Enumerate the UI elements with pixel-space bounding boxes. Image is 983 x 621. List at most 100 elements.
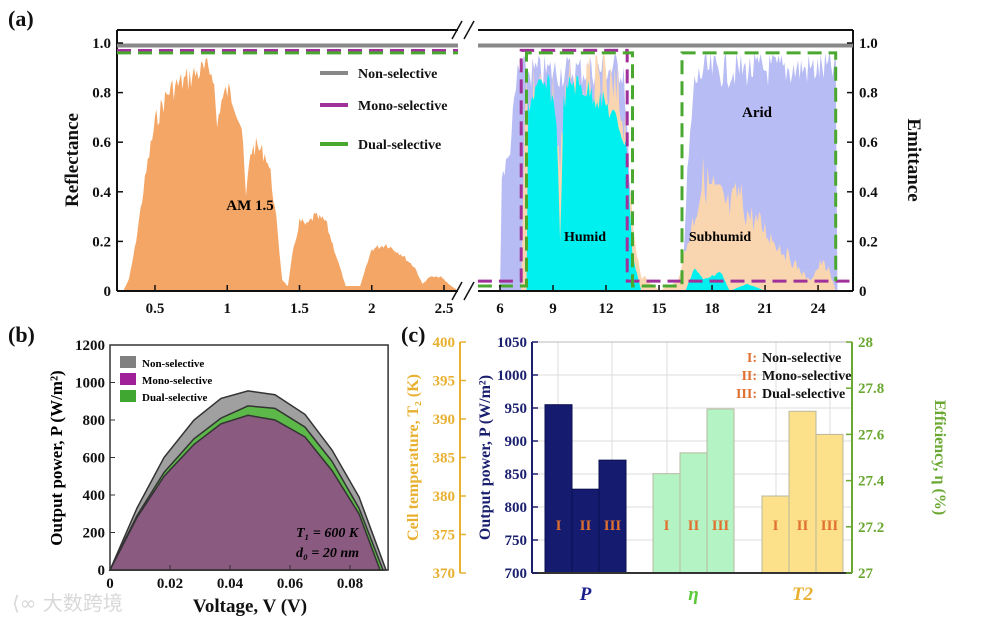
legend-swatch xyxy=(120,356,136,368)
x-tick-label: 0 xyxy=(106,576,114,592)
legend-label: Dual-selective xyxy=(142,392,207,404)
bar-sub-label: III xyxy=(712,518,730,534)
y-tick-label-right: 0.8 xyxy=(859,86,878,102)
bar-sub-label: I xyxy=(556,518,562,534)
bar-eta-II xyxy=(679,452,708,574)
x-tick-label: 0.08 xyxy=(337,576,363,592)
annotation-humid: Humid xyxy=(564,230,606,245)
bar-eta-III xyxy=(706,408,735,574)
panel-label-a: (a) xyxy=(8,6,34,31)
efficiency-tick-label: 27.4 xyxy=(858,474,885,490)
power-tick-label: 1050 xyxy=(497,335,527,351)
y-tick-label-right: 0.6 xyxy=(859,135,878,151)
legend-label: Mono-selective xyxy=(358,99,447,114)
power-tick-label: 1000 xyxy=(497,368,527,384)
y-tick-label: 1200 xyxy=(75,338,105,354)
x-tick-label-right: 24 xyxy=(811,301,827,317)
x-tick-label-right: 21 xyxy=(758,301,773,317)
y-tick-label: 600 xyxy=(83,451,106,467)
bar-eta-I xyxy=(652,473,681,574)
y-tick-label-left: 0.2 xyxy=(92,234,111,250)
x-tick-label-right: 12 xyxy=(599,301,614,317)
watermark: ⟨∞ 大数跨境 xyxy=(12,591,123,615)
annotation-am15: AM 1.5 xyxy=(226,198,274,214)
x-tick-label-right: 15 xyxy=(652,301,667,317)
legend-swatch xyxy=(120,373,136,385)
t2-tick-label: 395 xyxy=(433,374,456,390)
bar-sub-label: I xyxy=(773,518,779,534)
bar-sub-label: II xyxy=(797,518,809,534)
power-tick-label: 950 xyxy=(505,401,528,417)
panel-label-c: (c) xyxy=(401,322,425,347)
legend-label: Dual-selective xyxy=(762,387,845,402)
group-label: η xyxy=(688,584,698,605)
bar-P-I xyxy=(544,404,573,574)
annotation-subhumid: Subhumid xyxy=(689,230,751,245)
bar-sub-label: II xyxy=(688,518,700,534)
power-axis-title: Output power, P (W/m²) xyxy=(477,375,494,540)
y-tick-label: 1000 xyxy=(75,376,105,392)
efficiency-tick-label: 28 xyxy=(858,335,873,351)
am15-spectrum xyxy=(123,57,459,292)
panel-b: 0 200 400 600 800 1000 1200 0 0.02 0.04 0.06 0.08 Vo… xyxy=(47,338,389,617)
x-tick-label-left: 1 xyxy=(224,301,232,317)
y-tick-label-left: 0 xyxy=(104,284,112,300)
power-tick-label: 900 xyxy=(505,434,528,450)
x-tick-label: 0.02 xyxy=(157,576,183,592)
y-tick-label-left: 1.0 xyxy=(92,36,111,52)
legend-label: Mono-selective xyxy=(762,369,851,384)
x-tick-label-left: 1.5 xyxy=(290,301,309,317)
y-axis-title-left: Reflectance xyxy=(62,113,83,207)
annotation-temperature: T₁ = 600 K xyxy=(296,526,360,541)
bar-T2-II xyxy=(788,410,817,574)
y-tick-label: 400 xyxy=(83,488,106,504)
x-tick-label-right: 9 xyxy=(549,301,557,317)
power-tick-label: 800 xyxy=(505,500,528,516)
legend-label: Non-selective xyxy=(142,358,204,370)
axis-break-top xyxy=(451,20,463,40)
t2-tick-label: 380 xyxy=(433,489,456,505)
axis-break-top xyxy=(463,20,475,40)
bar-sub-label: III xyxy=(604,518,622,534)
t2-tick-label: 375 xyxy=(433,528,456,544)
efficiency-tick-label: 27.6 xyxy=(858,427,885,443)
panel-a: 0 0 0.2 0.2 0.4 0.4 0.6 0.6 0.8 0.8 1.0 1.0 0.5 1 1.5 2… xyxy=(62,20,924,317)
bar-T2-I xyxy=(761,495,790,574)
y-tick-label-right: 0 xyxy=(859,284,867,300)
y-tick-label: 800 xyxy=(83,413,106,429)
group-label: P xyxy=(579,584,592,605)
annotation-thickness: d₀ = 20 nm xyxy=(296,546,359,561)
x-tick-label-left: 2 xyxy=(368,301,376,317)
y-tick-label-left: 0.4 xyxy=(92,185,111,201)
legend-label: Mono-selective xyxy=(142,375,212,387)
t2-tick-label: 390 xyxy=(433,412,456,428)
axis-break-bottom xyxy=(451,281,463,301)
x-tick-label-right: 18 xyxy=(705,301,720,317)
y-tick-label-right: 1.0 xyxy=(859,36,878,52)
power-tick-label: 750 xyxy=(505,533,528,549)
x-tick-label: 0.06 xyxy=(277,576,304,592)
bar-sub-label: II xyxy=(580,518,592,534)
y-tick-label: 0 xyxy=(98,563,106,579)
efficiency-tick-label: 27.8 xyxy=(858,381,884,397)
y-tick-label: 200 xyxy=(83,526,106,542)
humid-spectrum xyxy=(526,73,765,292)
power-tick-label: 700 xyxy=(505,566,528,582)
t2-tick-label: 385 xyxy=(433,451,456,467)
bar-T2-III xyxy=(815,433,844,574)
x-tick-label: 0.04 xyxy=(217,576,244,592)
y-axis-title: Output power, P (W/m²) xyxy=(47,370,66,545)
legend-key: II: xyxy=(741,369,757,384)
dual-selective-line-right xyxy=(477,51,838,288)
legend-swatch xyxy=(120,390,136,402)
annotation-arid: Arid xyxy=(742,105,773,121)
legend-label: Dual-selective xyxy=(358,138,441,153)
group-label: T2 xyxy=(792,584,814,605)
bar-sub-label: I xyxy=(664,518,670,534)
y-tick-label-right: 0.4 xyxy=(859,185,878,201)
bar-P-III xyxy=(598,459,627,574)
y-tick-label-left: 0.6 xyxy=(92,135,111,151)
bar-P-II xyxy=(571,488,600,574)
efficiency-tick-label: 27.2 xyxy=(858,520,884,536)
legend-key: I: xyxy=(747,351,757,366)
